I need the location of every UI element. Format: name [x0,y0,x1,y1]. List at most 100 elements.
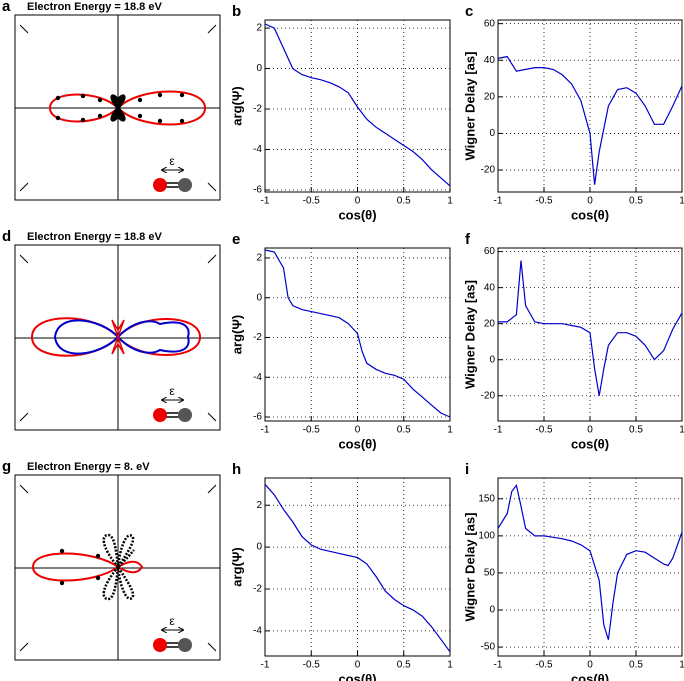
x-tick-label: 1 [679,660,684,671]
x-tick-label: -0.5 [303,196,321,207]
dots [59,548,101,586]
data-line [264,23,451,187]
y-axis-label: arg(Ψ) [229,315,244,354]
y-tick-label: -6 [253,185,262,196]
y-tick-label: 0 [489,354,495,365]
x-tick-label: 0.5 [397,425,411,436]
x-tick-label: -0.5 [535,196,553,207]
x-tick-label: 0.5 [629,196,643,207]
x-tick-label: 0 [587,660,593,671]
angle-tick [207,642,217,652]
y-tick-label: -4 [253,372,262,383]
data-line [498,260,683,396]
y-tick-label: -4 [253,626,262,637]
x-tick-label: 0 [587,425,593,436]
panel-label: g [2,458,11,475]
y-axis-label: Wigner Delay [as] [462,280,477,389]
y-tick-label: 60 [484,18,496,29]
y-tick-label: 40 [484,55,496,66]
x-tick-label: 0 [355,660,361,671]
polarization-label: ε [169,614,175,628]
panel-title: Electron Energy = 8. eV [27,461,150,473]
y-tick-label: 0 [256,542,262,553]
oxygen-atom [153,638,167,652]
x-tick-label: 0.5 [397,660,411,671]
oxygen-atom [153,178,167,192]
y-tick-label: -2 [253,104,262,115]
plot-frame [497,247,683,422]
angle-tick [19,182,29,192]
plot-frame [264,477,451,657]
angle-tick [19,642,29,652]
black-lobe [102,533,135,601]
data-line [264,249,451,418]
plot-frame [264,19,451,193]
polarization-label: ε [169,384,175,398]
x-tick-label: -0.5 [303,425,321,436]
red-petals [111,319,125,355]
y-axis-label: Wigner Delay [as] [462,52,477,161]
angle-tick [207,24,217,34]
panel-title: Electron Energy = 18.8 eV [27,1,162,13]
panel-label: e [232,231,240,248]
y-tick-label: 0 [256,292,262,303]
data-line [264,483,451,653]
polarization-label: ε [169,154,175,168]
polar-panel [30,317,202,357]
blue-lobe [53,319,190,355]
y-tick-label: -6 [253,412,262,423]
y-tick-label: -2 [253,584,262,595]
carbon-atom [178,408,192,422]
panel-label: f [465,231,471,248]
x-tick-label: -1 [494,196,503,207]
panel-label: i [465,461,469,478]
y-tick-label: 0 [489,605,495,616]
y-axis-label: arg(Ψ) [229,547,244,586]
x-tick-label: 0 [355,425,361,436]
angle-tick [19,254,29,264]
y-tick-label: 100 [478,530,495,541]
polar-panel [31,533,144,601]
data-line [497,55,683,185]
y-tick-label: 150 [478,493,495,504]
y-axis-label: arg(Ψ) [229,86,244,125]
x-axis-label: cos(θ) [338,671,376,681]
x-axis-label: cos(θ) [571,436,609,451]
x-tick-label: -1 [261,425,270,436]
y-tick-label: 60 [484,246,496,257]
plot-frame [264,247,451,422]
panel-label: d [2,228,11,245]
oxygen-atom [153,408,167,422]
x-tick-label: -1 [494,425,503,436]
y-tick-label: -50 [481,642,496,653]
x-axis-label: cos(θ) [338,436,376,451]
y-tick-label: 2 [256,23,262,34]
x-tick-label: 0.5 [629,660,643,671]
red-lobe [30,317,202,357]
red-lobe [48,90,207,126]
plot-frame [497,477,683,657]
y-tick-label: 20 [484,91,496,102]
y-tick-label: 2 [256,253,262,264]
y-tick-label: -20 [481,165,496,176]
angle-tick [207,484,217,494]
y-tick-label: -4 [253,144,262,155]
plot-frame [497,19,683,193]
panel-label: h [232,461,241,478]
x-tick-label: -0.5 [303,660,321,671]
x-tick-label: 0.5 [629,425,643,436]
angle-tick [19,412,29,422]
y-tick-label: -2 [253,332,262,343]
angle-tick [19,24,29,34]
x-tick-label: 1 [447,425,453,436]
x-tick-label: 1 [447,196,453,207]
red-lobe [31,552,144,582]
angle-tick [19,484,29,494]
panel-label: a [2,0,11,15]
y-tick-label: 20 [484,318,496,329]
y-tick-label: 0 [489,128,495,139]
y-tick-label: 2 [256,500,262,511]
panel-label: b [232,3,241,20]
x-tick-label: 1 [679,196,684,207]
